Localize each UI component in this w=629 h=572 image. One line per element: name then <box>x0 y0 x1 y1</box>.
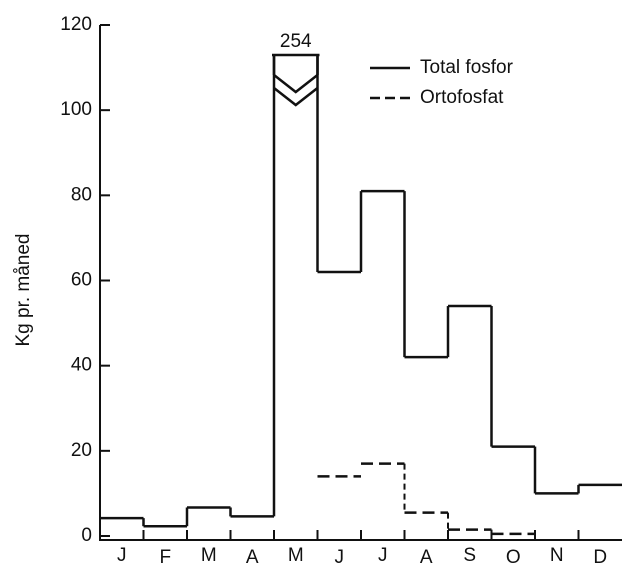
axis-break <box>272 53 320 107</box>
y-tick-label: 20 <box>71 440 92 461</box>
y-tick-label: 120 <box>60 14 92 35</box>
y-tick-label: 80 <box>71 184 92 205</box>
x-tick-label: N <box>550 545 564 566</box>
y-tick-label: 0 <box>81 525 92 546</box>
y-tick-label: 40 <box>71 355 92 376</box>
x-tick-label: J <box>335 547 345 568</box>
plot <box>100 55 622 536</box>
x-tick-label: A <box>246 547 259 568</box>
y-tick-label: 60 <box>71 270 92 291</box>
x-tick-label: J <box>378 545 388 566</box>
y-tick-label: 100 <box>60 99 92 120</box>
x-tick-label: O <box>506 547 521 568</box>
x-tick-label: A <box>420 547 433 568</box>
x-tick-label: S <box>463 545 476 566</box>
x-tick-label: F <box>159 547 171 568</box>
x-tick-label: M <box>201 545 217 566</box>
x-tick-label: M <box>288 545 304 566</box>
y-axis-label: Kg pr. måned <box>13 233 34 346</box>
data-label: 254 <box>280 31 312 52</box>
x-tick-label: J <box>117 545 127 566</box>
x-tick-label: D <box>593 547 607 568</box>
legend-label: Total fosfor <box>420 57 514 78</box>
legend-label: Ortofosfat <box>420 87 504 108</box>
